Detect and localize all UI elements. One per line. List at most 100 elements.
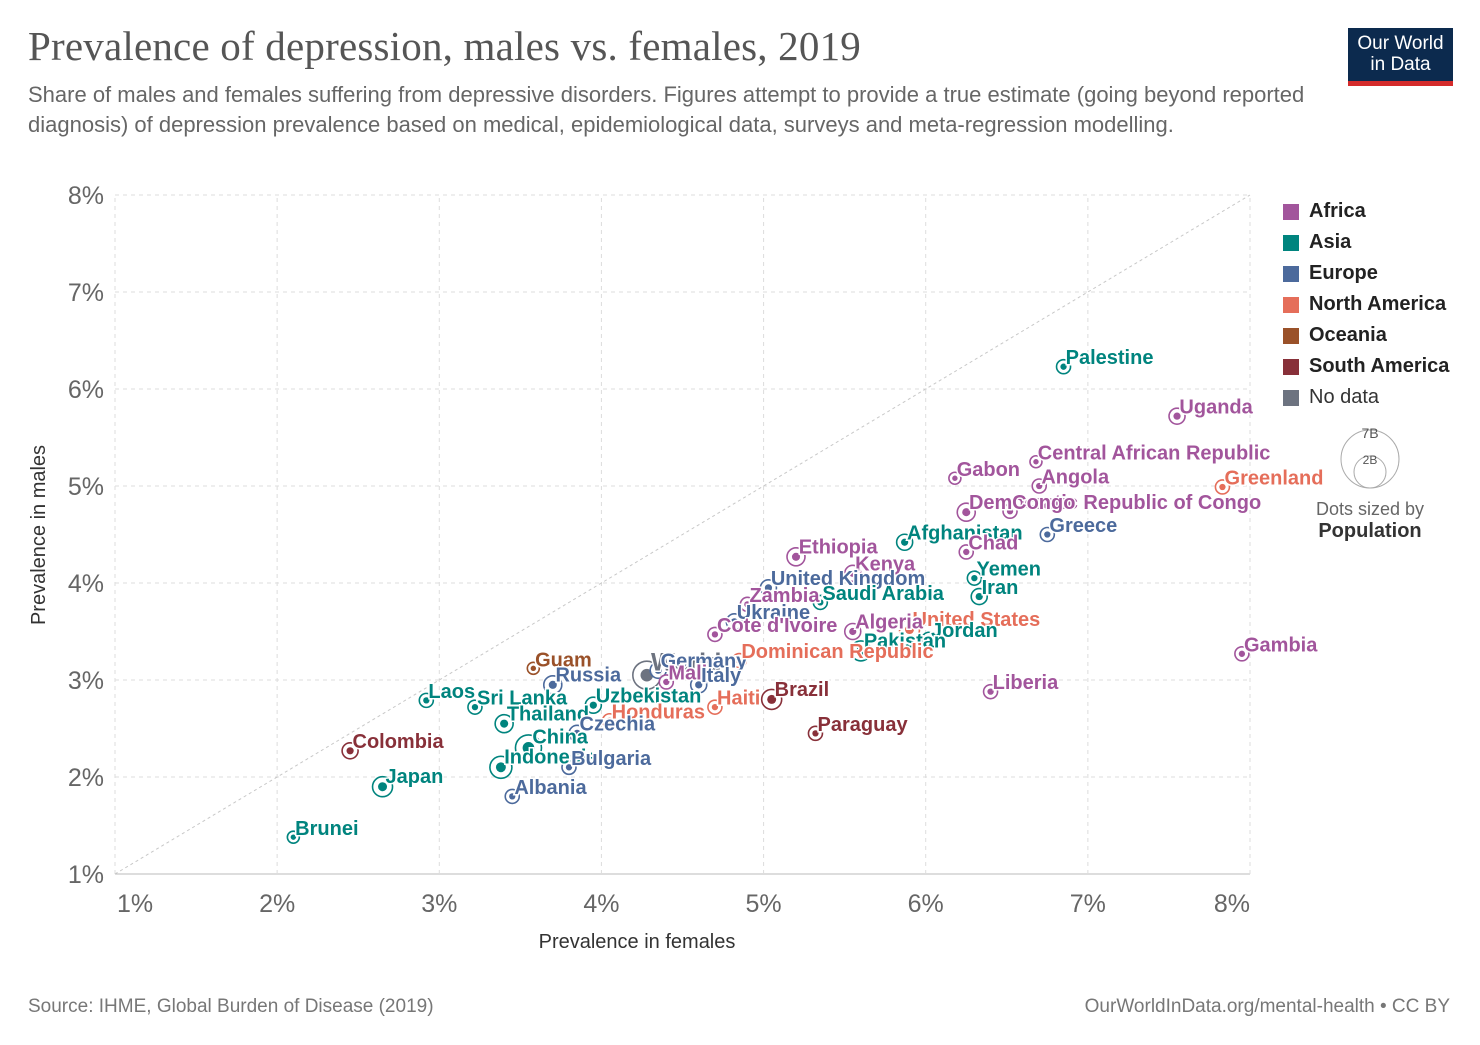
legend-swatch [1283,327,1299,344]
point-core-albania [509,793,516,800]
chart-subtitle: Share of males and females suffering fro… [28,82,1305,137]
y-tick-label: 1% [68,861,104,889]
point-core-yemen [971,575,978,582]
legend-item-asia[interactable]: Asia [1283,227,1449,258]
label-world: World [651,648,721,676]
label-palestine: Palestine [1066,347,1154,369]
x-tick-labels: 1% 2% 3% 4% 5% 6% 7% 8% [117,890,1250,918]
owid-logo[interactable]: Our World in Data [1348,28,1453,86]
label-russia: Russia [555,665,621,687]
legend-label: Europe [1309,262,1378,284]
point-core-united-kingdom [764,584,773,592]
legend-item-europe[interactable]: Europe [1283,258,1449,289]
point-core-bulgaria [565,764,573,771]
point-core-ethiopia [791,552,801,561]
label-haiti: Haiti [717,688,760,710]
x-tick-label: 2% [259,890,295,918]
y-tick-label: 3% [68,667,104,695]
legend-label: No data [1309,386,1380,408]
legend-swatch [1283,234,1299,251]
legend-item-africa[interactable]: Africa [1283,196,1449,227]
chart-title: Prevalence of depression, males vs. fema… [28,23,861,69]
point-core-greenland [1219,483,1226,491]
label-united-states: United States [913,609,1041,631]
point-core-uzbekistan [589,701,597,709]
point-core-thailand [500,719,509,728]
label-chad: Chad [968,533,1018,555]
label-ukraine: Ukraine [737,602,810,624]
point-core-saudi-arabia [817,599,824,606]
label-indonesia: Indonesia [504,746,598,768]
label-greece: Greece [1049,515,1117,537]
legend-swatch [1283,358,1299,375]
label-angola: Angola [1041,467,1110,489]
x-tick-label: 8% [1214,890,1250,918]
label-united-kingdom: United Kingdom [771,568,925,590]
label-iran: Iran [982,577,1019,599]
x-axis-label: Prevalence in females [539,931,736,953]
y-tick-label: 6% [68,376,104,404]
point-core-italy [695,681,703,689]
x-tick-label: 3% [421,890,457,918]
point-core-cote-d-ivoire [711,631,719,638]
legend-swatch [1283,203,1299,220]
point-core-democratic-republic-of-congo [962,508,971,517]
legend-label: North America [1309,293,1447,315]
point-core-sri-lanka [471,704,479,711]
y-tick-label: 5% [68,473,104,501]
label-democratic-republic-of-congo: Democratic Republic of Congo [969,492,1261,514]
x-tick-label: 1% [117,890,153,918]
label-paraguay: Paraguay [818,714,909,736]
legend-item-north-america[interactable]: North America [1283,289,1449,320]
data-points[interactable] [286,358,1250,844]
label-algeria: Algeria [855,612,924,634]
size-legend-caption-1: Dots sized by [1315,499,1425,519]
point-core-japan [378,782,388,792]
legend-label: South America [1309,355,1450,377]
point-core-gabon [952,475,958,481]
label-zambia: Zambia [749,585,820,607]
point-core-brunei [290,834,297,840]
label-japan: Japan [386,766,444,788]
point-core-pakistan [856,646,866,656]
legend-swatch [1283,389,1299,406]
size-legend-small-label: 2B [1363,453,1378,467]
point-core-central-african-republic [1033,459,1039,465]
label-germany: Germany [661,651,749,673]
point-core-paraguay [812,730,819,737]
point-core-dominican-republic [736,657,743,664]
size-legend-caption: Dots sized by Population [1300,499,1440,543]
region-legend: Africa Asia Europe North America Oceania Sout… [1283,196,1449,413]
logo-line-1: Our World [1357,33,1444,54]
legend-item-no-data[interactable]: No data [1283,382,1449,413]
legend-item-south-america[interactable]: South America [1283,351,1449,382]
y-axis-label: Prevalence in males [28,445,50,625]
label-cote-d-ivoire: Cote d'Ivoire [717,615,837,637]
point-core-angola [1036,482,1043,490]
y-tick-label: 4% [68,570,104,598]
label-pakistan: Pakistan [864,630,946,652]
size-legend: 7B 2B Dots sized by Population [1300,420,1440,543]
point-core-guam [530,665,537,672]
size-legend-caption-2: Population [1318,520,1422,542]
label-uganda: Uganda [1179,396,1253,418]
y-tick-label: 2% [68,764,104,792]
point-core-mali [663,678,670,686]
label-uzbekistan: Uzbekistan [596,685,702,707]
x-tick-label: 7% [1070,890,1106,918]
label-jordan: Jordan [931,620,998,642]
legend-label: Africa [1309,200,1366,222]
legend-swatch [1283,296,1299,313]
license-link[interactable]: OurWorldInData.org/mental-health • CC BY [1084,996,1450,1017]
point-core-honduras [606,717,613,724]
x-tick-label: 6% [908,890,944,918]
point-core-congo [1006,508,1014,515]
label-thailand: Thailand [507,704,589,726]
legend-item-oceania[interactable]: Oceania [1283,320,1449,351]
point-core-china [522,742,535,754]
point-core-colombia [346,747,354,755]
label-laos: Laos [428,681,475,703]
label-congo: Congo [1012,492,1075,514]
point-core-liberia [987,688,994,695]
